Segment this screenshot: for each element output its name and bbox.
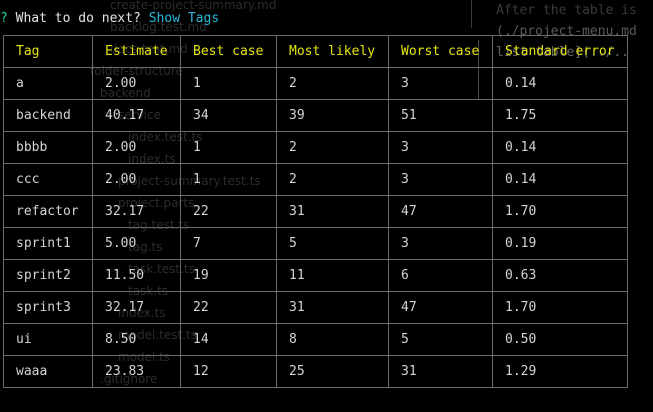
table-body: a 2.00 1 2 3 0.14 backend 40.17 34 39 51 1.75 bbbb 2.… — [3, 67, 628, 388]
cell-most-likely: 25 — [276, 355, 389, 388]
cell-estimate: 11.50 — [92, 259, 181, 292]
column-header-best-case: Best case — [180, 35, 277, 68]
cell-estimate: 32.17 — [92, 195, 181, 228]
cell-standard-error: 1.70 — [492, 195, 628, 228]
column-header-most-likely: Most likely — [276, 35, 389, 68]
background-file-item: backlog.test.md — [110, 20, 207, 34]
cell-standard-error: 1.75 — [492, 99, 628, 132]
cell-standard-error: 0.14 — [492, 67, 628, 100]
cell-most-likely: 2 — [276, 163, 389, 196]
cell-tag: bbbb — [3, 131, 93, 164]
cell-tag: sprint1 — [3, 227, 93, 260]
cell-worst-case: 51 — [388, 99, 493, 132]
cell-worst-case: 3 — [388, 163, 493, 196]
cell-most-likely: 2 — [276, 131, 389, 164]
background-divider — [471, 0, 472, 28]
cell-best-case: 14 — [180, 323, 277, 356]
cell-standard-error: 0.14 — [492, 163, 628, 196]
cell-worst-case: 6 — [388, 259, 493, 292]
cell-most-likely: 31 — [276, 195, 389, 228]
cell-best-case: 12 — [180, 355, 277, 388]
cell-tag: ccc — [3, 163, 93, 196]
background-file-item: create-project-summary.md — [110, 0, 277, 12]
cell-estimate: 5.00 — [92, 227, 181, 260]
table-row: ui 8.50 14 8 5 0.50 — [3, 323, 628, 356]
cell-best-case: 1 — [180, 67, 277, 100]
cell-best-case: 1 — [180, 131, 277, 164]
background-text-line: After the table is — [496, 3, 637, 18]
cell-tag: sprint2 — [3, 259, 93, 292]
cell-worst-case: 3 — [388, 67, 493, 100]
cell-worst-case: 31 — [388, 355, 493, 388]
table-header-row: Tag Estimate Best case Most likely Worst… — [3, 35, 628, 68]
cell-estimate: 40.17 — [92, 99, 181, 132]
cell-estimate: 23.83 — [92, 355, 181, 388]
cell-estimate: 8.50 — [92, 323, 181, 356]
table-row: bbbb 2.00 1 2 3 0.14 — [3, 131, 628, 164]
cell-standard-error: 0.14 — [492, 131, 628, 164]
prompt-line: ? What to do next? Show Tags — [0, 10, 219, 28]
table-row: a 2.00 1 2 3 0.14 — [3, 67, 628, 100]
cell-most-likely: 5 — [276, 227, 389, 260]
cell-standard-error: 1.70 — [492, 291, 628, 324]
cell-best-case: 34 — [180, 99, 277, 132]
cell-tag: backend — [3, 99, 93, 132]
prompt-answer: Show Tags — [148, 11, 220, 26]
cell-estimate: 2.00 — [92, 163, 181, 196]
cell-tag: a — [3, 67, 93, 100]
cell-most-likely: 39 — [276, 99, 389, 132]
cell-standard-error: 0.50 — [492, 323, 628, 356]
table-row: refactor 32.17 22 31 47 1.70 — [3, 195, 628, 228]
column-header-standard-error: Standard error — [492, 35, 628, 68]
cell-best-case: 19 — [180, 259, 277, 292]
cell-tag: refactor — [3, 195, 93, 228]
column-header-tag: Tag — [3, 35, 93, 68]
cell-tag: ui — [3, 323, 93, 356]
table-row: waaa 23.83 12 25 31 1.29 — [3, 355, 628, 388]
table-row: sprint2 11.50 19 11 6 0.63 — [3, 259, 628, 292]
cell-most-likely: 11 — [276, 259, 389, 292]
cell-worst-case: 3 — [388, 227, 493, 260]
cell-most-likely: 8 — [276, 323, 389, 356]
cell-worst-case: 3 — [388, 131, 493, 164]
cell-tag: waaa — [3, 355, 93, 388]
prompt-symbol: ? — [0, 11, 8, 26]
table-row: backend 40.17 34 39 51 1.75 — [3, 99, 628, 132]
prompt-question: What to do next? — [15, 11, 141, 26]
cell-best-case: 7 — [180, 227, 277, 260]
cell-best-case: 22 — [180, 195, 277, 228]
table-row: sprint3 32.17 22 31 47 1.70 — [3, 291, 628, 324]
cell-worst-case: 47 — [388, 195, 493, 228]
cell-worst-case: 47 — [388, 291, 493, 324]
column-header-worst-case: Worst case — [388, 35, 493, 68]
cell-standard-error: 0.19 — [492, 227, 628, 260]
cell-most-likely: 2 — [276, 67, 389, 100]
cell-standard-error: 1.29 — [492, 355, 628, 388]
cell-most-likely: 31 — [276, 291, 389, 324]
cell-estimate: 2.00 — [92, 131, 181, 164]
cell-worst-case: 5 — [388, 323, 493, 356]
cell-standard-error: 0.63 — [492, 259, 628, 292]
cell-estimate: 32.17 — [92, 291, 181, 324]
tags-table: Tag Estimate Best case Most likely Worst… — [3, 35, 628, 388]
cell-best-case: 1 — [180, 163, 277, 196]
column-header-estimate: Estimate — [92, 35, 181, 68]
cell-tag: sprint3 — [3, 291, 93, 324]
table-row: ccc 2.00 1 2 3 0.14 — [3, 163, 628, 196]
cell-best-case: 22 — [180, 291, 277, 324]
cell-estimate: 2.00 — [92, 67, 181, 100]
table-row: sprint1 5.00 7 5 3 0.19 — [3, 227, 628, 260]
